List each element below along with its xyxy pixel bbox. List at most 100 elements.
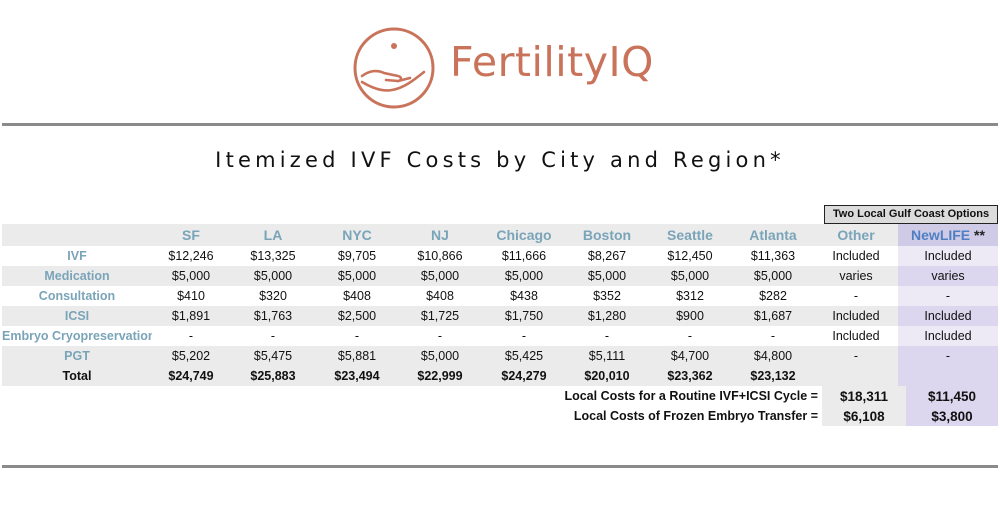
table-cell: $5,111 <box>566 346 648 366</box>
table-cell: - <box>521 329 527 343</box>
column-header: NJ <box>398 224 482 246</box>
newlife-cell <box>898 366 998 386</box>
row-label: IVF <box>67 249 87 263</box>
table-row: Medication $5,000 $5,000 $5,000 $5,000 $5,000… <box>2 266 998 286</box>
top-divider <box>2 123 998 126</box>
table-cell: - <box>770 329 776 343</box>
table-row: ICSI $1,891 $1,763 $2,500 $1,725 $1,750 $1,280… <box>2 306 998 326</box>
hand-with-dot-icon <box>353 27 435 109</box>
table-cell: $13,325 <box>250 249 296 263</box>
column-header: Chicago <box>482 224 566 246</box>
table-row: IVF $12,246 $13,325 $9,705 $10,866 $11,666 $8,… <box>2 246 998 266</box>
table-cell: $5,000 <box>316 266 398 286</box>
total-row: Total $24,749 $25,883 $23,494 $22,999 $24,279… <box>2 366 998 386</box>
table-cell: $11,666 <box>501 249 547 263</box>
table-cell: - <box>814 346 898 366</box>
gulf-coast-options-label: Two Local Gulf Coast Options <box>824 205 998 224</box>
table-header-row: SF LA NYC NJ Chicago Boston Seattle Atla… <box>2 224 998 246</box>
table-cell: $11,363 <box>750 249 796 263</box>
table-cell: $4,800 <box>732 346 814 366</box>
table-cell: $9,705 <box>337 249 377 263</box>
newlife-cell: varies <box>898 266 998 286</box>
summary-table: Local Costs for a Routine IVF+ICSI Cycle… <box>2 386 998 426</box>
table-cell: varies <box>814 266 898 286</box>
table-cell: $282 <box>759 289 787 303</box>
column-header: NYC <box>316 224 398 246</box>
table-cell: $1,750 <box>482 306 566 326</box>
table-cell: $438 <box>510 289 538 303</box>
table-cell: $408 <box>343 289 371 303</box>
row-label: PGT <box>2 346 152 366</box>
table-cell: Included <box>832 329 880 343</box>
table-cell: $8,267 <box>587 249 627 263</box>
table-cell: $23,132 <box>732 366 814 386</box>
column-header: Other <box>814 224 898 246</box>
summary-label: Local Costs of Frozen Embryo Transfer = <box>573 409 818 423</box>
table-cell: $12,246 <box>168 249 214 263</box>
table-cell: $410 <box>177 289 205 303</box>
table-cell: $5,881 <box>316 346 398 366</box>
table-cell: Included <box>832 249 880 263</box>
table-cell: $1,763 <box>230 306 316 326</box>
newlife-cell: - <box>898 346 998 366</box>
table-cell: $22,999 <box>398 366 482 386</box>
table-cell: Included <box>814 306 898 326</box>
table-cell: $5,000 <box>398 266 482 286</box>
table-cell: $23,362 <box>648 366 732 386</box>
summary-row: Local Costs of Frozen Embryo Transfer = … <box>2 406 998 426</box>
summary-row: Local Costs for a Routine IVF+ICSI Cycle… <box>2 386 998 406</box>
table-cell: $5,000 <box>398 346 482 366</box>
table-cell: $4,700 <box>648 346 732 366</box>
cost-table-body: IVF $12,246 $13,325 $9,705 $10,866 $11,666 $8,… <box>2 246 998 386</box>
table-cell: $408 <box>426 289 454 303</box>
table-cell: $20,010 <box>566 366 648 386</box>
table-cell: $312 <box>676 289 704 303</box>
table-cell: $5,000 <box>482 266 566 286</box>
table-cell: $5,000 <box>230 266 316 286</box>
newlife-cell: - <box>898 286 998 306</box>
row-label: Embryo Cryopreservation <box>2 329 152 343</box>
column-header: Atlanta <box>732 224 814 246</box>
table-cell: $24,749 <box>152 366 230 386</box>
table-cell: $5,202 <box>152 346 230 366</box>
table-cell: - <box>687 329 693 343</box>
table-cell: $5,475 <box>230 346 316 366</box>
table-cell: $2,500 <box>316 306 398 326</box>
table-cell: $25,883 <box>230 366 316 386</box>
summary-other-value: $18,311 <box>822 386 906 406</box>
summary-other-value: $6,108 <box>822 406 906 426</box>
newlife-cell: Included <box>898 246 998 266</box>
table-cell: $1,280 <box>566 306 648 326</box>
table-row: Consultation $410 $320 $408 $408 $438 $352 $312… <box>2 286 998 306</box>
table-cell: $1,687 <box>732 306 814 326</box>
page-title: Itemized IVF Costs by City and Region* <box>215 148 785 172</box>
row-label: Total <box>2 366 152 386</box>
table-cell: $5,000 <box>732 266 814 286</box>
table-cell: $5,000 <box>648 266 732 286</box>
table-cell: $900 <box>648 306 732 326</box>
column-header: Boston <box>566 224 648 246</box>
table-cell: $5,000 <box>152 266 230 286</box>
table-cell: $352 <box>593 289 621 303</box>
summary-label: Local Costs for a Routine IVF+ICSI Cycle… <box>564 389 818 403</box>
table-cell: $10,866 <box>417 249 463 263</box>
table-cell: $5,000 <box>566 266 648 286</box>
table-cell: $1,891 <box>152 306 230 326</box>
table-row: PGT $5,202 $5,475 $5,881 $5,000 $5,425 $5,111 $… <box>2 346 998 366</box>
summary-newlife-value: $11,450 <box>906 386 998 406</box>
newlife-column-header: NewLIFE ** <box>898 224 998 246</box>
table-cell: $24,279 <box>482 366 566 386</box>
table-cell: $23,494 <box>316 366 398 386</box>
row-label: Consultation <box>38 289 116 303</box>
table-cell: $1,725 <box>398 306 482 326</box>
table-cell: $12,450 <box>667 249 713 263</box>
newlife-label: NewLIFE <box>911 227 971 243</box>
cost-table: SF LA NYC NJ Chicago Boston Seattle Atla… <box>2 224 998 386</box>
table-row: Embryo Cryopreservation - - - - - - - - Included I… <box>2 326 998 346</box>
column-header: Seattle <box>648 224 732 246</box>
row-label: ICSI <box>2 306 152 326</box>
table-cell: $320 <box>259 289 287 303</box>
newlife-footnote-marker: ** <box>974 227 985 243</box>
newlife-cell: Included <box>898 326 998 346</box>
logo-text: FertilityIQ <box>450 38 654 86</box>
